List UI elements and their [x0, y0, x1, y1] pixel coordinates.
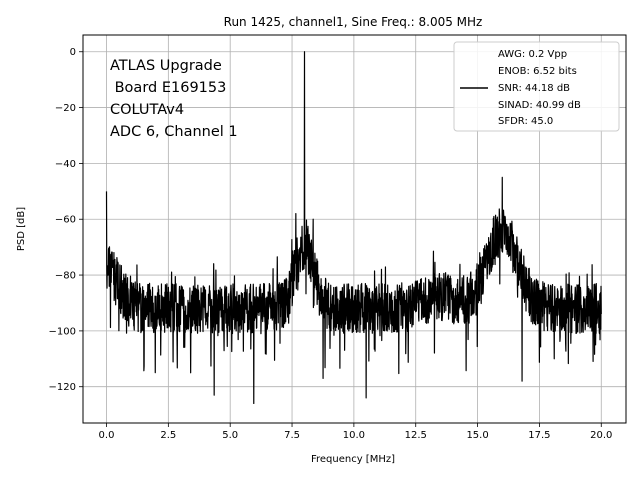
annotation-line: ADC 6, Channel 1 [110, 124, 238, 140]
annotation-line: COLUTAv4 [110, 102, 184, 118]
axes-frame [82, 34, 627, 424]
x-tick-label: 17.5 [528, 430, 550, 441]
legend-line: ENOB: 6.52 bits [498, 66, 577, 77]
legend: AWG: 0.2 Vpp ENOB: 6.52 bits SNR: 44.18 … [453, 41, 620, 132]
x-tick-label: 7.5 [284, 430, 300, 441]
chart-title: Run 1425, channel1, Sine Freq.: 8.005 MH… [224, 15, 483, 29]
y-tick-label: −60 [55, 215, 76, 226]
annotation-line: Board E169153 [110, 80, 226, 96]
y-tick-label: −100 [49, 326, 76, 337]
annotation-block: ATLAS Upgrade Board E169153 COLUTAv4 ADC… [110, 58, 238, 140]
y-tick-label: −40 [55, 159, 76, 170]
y-tick-label: −20 [55, 103, 76, 114]
legend-line: AWG: 0.2 Vpp [498, 49, 567, 60]
grid [83, 35, 626, 423]
x-tick-label: 12.5 [405, 430, 427, 441]
x-tick-label: 15.0 [466, 430, 488, 441]
legend-line: SNR: 44.18 dB [498, 83, 570, 94]
y-tick-label: −80 [55, 271, 76, 282]
annotation-line: ATLAS Upgrade [110, 58, 222, 74]
y-tick-label: 0 [70, 47, 76, 58]
y-axis-label: PSD [dB] [16, 207, 27, 251]
psd-series-line [105, 51, 602, 405]
y-axis: 0 −20 −40 −60 −80 −100 −120 [49, 47, 83, 393]
x-tick-label: 20.0 [590, 430, 612, 441]
x-tick-label: 10.0 [343, 430, 365, 441]
x-axis: 0.0 2.5 5.0 7.5 10.0 12.5 15.0 17.5 20.0 [99, 423, 612, 441]
plot-area [105, 51, 602, 405]
x-axis-label: Frequency [MHz] [311, 454, 395, 465]
x-tick-label: 0.0 [99, 430, 115, 441]
x-tick-label: 2.5 [160, 430, 176, 441]
legend-line: SFDR: 45.0 [498, 116, 553, 127]
x-tick-label: 5.0 [222, 430, 238, 441]
y-tick-label: −120 [49, 382, 76, 393]
legend-line: SINAD: 40.99 dB [498, 100, 581, 111]
legend-box [453, 41, 620, 132]
